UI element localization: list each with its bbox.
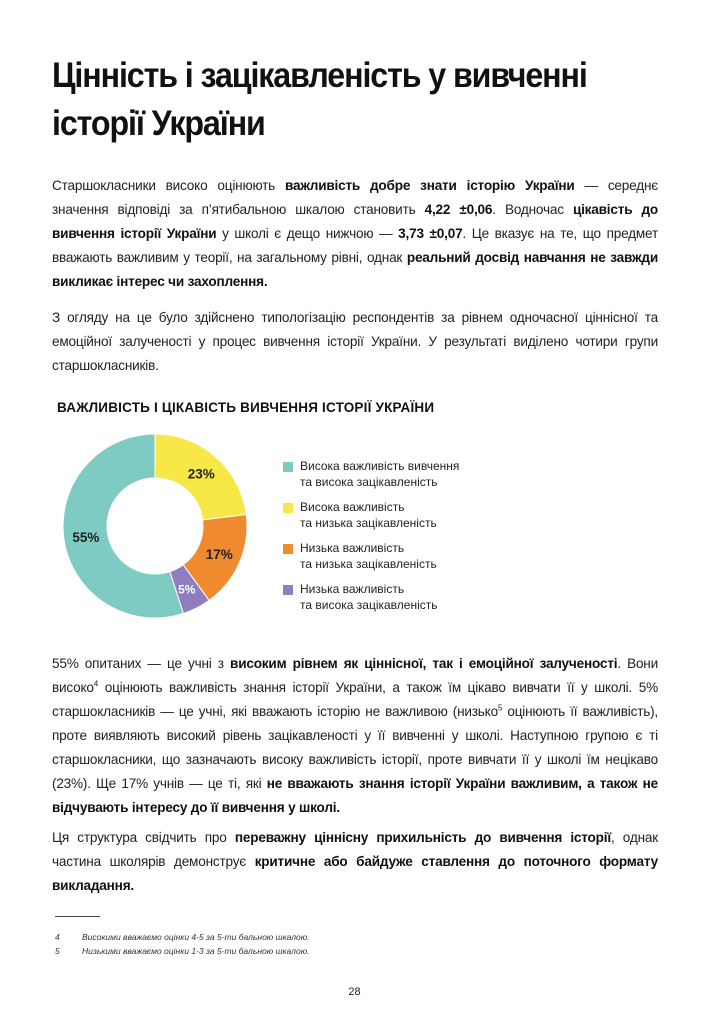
legend-item: Низька важливість та низька зацікавленіст… [283, 540, 503, 572]
legend-swatch [283, 503, 293, 513]
bold-text: не вважають знання історії України важли… [52, 776, 659, 815]
page-title: Цінність і зацікавленість у вивченні іст… [52, 52, 613, 148]
legend-item: Висока важливість та низька зацікавленіст… [283, 499, 503, 531]
text-run: . Вони високо [52, 656, 659, 695]
bold-text: високим рівнем як ціннісної, так і емоці… [230, 656, 618, 671]
text-run: З огляду на це було здійснено типологіза… [52, 310, 658, 373]
chart-title: ВАЖЛИВІСТЬ І ЦІКАВІСТЬ ВИВЧЕННЯ ІСТОРІЇ … [57, 400, 435, 415]
text-run: 55% опитаних — це учні з [52, 656, 231, 671]
donut-slice [62, 433, 185, 619]
bold-text: 4,22 ±0,06 [424, 202, 493, 217]
data-label: 5% [178, 582, 196, 596]
bold-text: реальний досвід навчання не завжди викли… [52, 250, 658, 289]
bold-text: переважну ціннісну прихильність до вивче… [234, 830, 611, 845]
data-label: 55% [72, 530, 99, 545]
legend-label-line: Низька важливість [300, 582, 405, 596]
text-run: . Це вказує на те, що предмет вважають в… [52, 226, 658, 265]
page-number: 28 [348, 986, 361, 998]
bold-text: цікавість до вивчення історії України [52, 202, 658, 241]
title-line: історії України [52, 104, 266, 143]
footnote-divider [55, 916, 100, 917]
text-run: у школі є дещо нижчою — [216, 226, 399, 241]
paragraph: 55% опитаних — це учні з високим рівнем … [52, 652, 658, 820]
legend-swatch [283, 544, 293, 554]
chart-legend: Висока важливість вивчення та висока заці… [283, 458, 503, 622]
legend-label-line: Низька важливість [300, 541, 405, 555]
legend-label-line: та низька зацікавленість [300, 516, 437, 530]
text-run: оцінюють важливість знання історії Украї… [52, 680, 658, 719]
legend-item: Висока важливість вивчення та висока заці… [283, 458, 503, 490]
text-run: . Водночас [492, 202, 573, 217]
bold-text: критичне або байдуже ставлення до поточн… [52, 854, 658, 893]
paragraph: Старшокласники високо оцінюють важливіст… [52, 174, 658, 294]
legend-label: Низька важливість та низька зацікавленіст… [300, 540, 437, 572]
legend-label: Низька важливість та висока зацікавленіст… [300, 581, 438, 613]
footnote: 5 Низькими вважаємо оцінки 1-3 за 5-ти б… [55, 946, 309, 956]
paragraph: З огляду на це було здійснено типологіза… [52, 306, 658, 378]
bold-text: важливість добре знати історію України [284, 178, 575, 193]
text-run: Старшокласники високо оцінюють [52, 178, 285, 193]
paragraph: Ця структура свідчить про переважну цінн… [52, 826, 658, 898]
footnote-text: Низькими вважаємо оцінки 1-3 за 5-ти бал… [82, 946, 310, 956]
text-run: Ця структура свідчить про [52, 830, 235, 845]
footnote-number: 5 [55, 946, 60, 956]
bold-text: 3,73 ±0,07 [398, 226, 463, 241]
title-line: Цінність і зацікавленість у вивченні [52, 56, 588, 95]
legend-label-line: та низька зацікавленість [300, 557, 437, 571]
donut-chart: 23% 17% 5% 55% [62, 433, 248, 619]
legend-label-line: Висока важливість вивчення [300, 459, 460, 473]
legend-label-line: та висока зацікавленість [300, 475, 438, 489]
legend-swatch [283, 462, 293, 472]
legend-item: Низька важливість та висока зацікавленіст… [283, 581, 503, 613]
legend-label: Висока важливість та низька зацікавленіст… [300, 499, 437, 531]
legend-label: Висока важливість вивчення та висока заці… [300, 458, 459, 490]
text-run: , однак частина школярів демонструє [52, 830, 658, 869]
text-run: оцінюють її важливість), проте виявляють… [52, 704, 659, 791]
text-run: — середнє значення відповіді за п’ятибал… [52, 178, 658, 217]
footnote: 4 Високими вважаємо оцінки 4-5 за 5-ти б… [55, 932, 310, 942]
footnote-ref: 4 [93, 679, 99, 689]
legend-label-line: Висока важливість [300, 500, 405, 514]
footnote-number: 4 [55, 932, 60, 942]
legend-label-line: та висока зацікавленість [300, 598, 438, 612]
legend-swatch [283, 585, 293, 595]
data-label: 23% [188, 466, 215, 481]
footnote-ref: 5 [497, 703, 503, 713]
data-label: 17% [206, 547, 233, 562]
footnote-text: Високими вважаємо оцінки 4-5 за 5-ти бал… [82, 932, 310, 942]
